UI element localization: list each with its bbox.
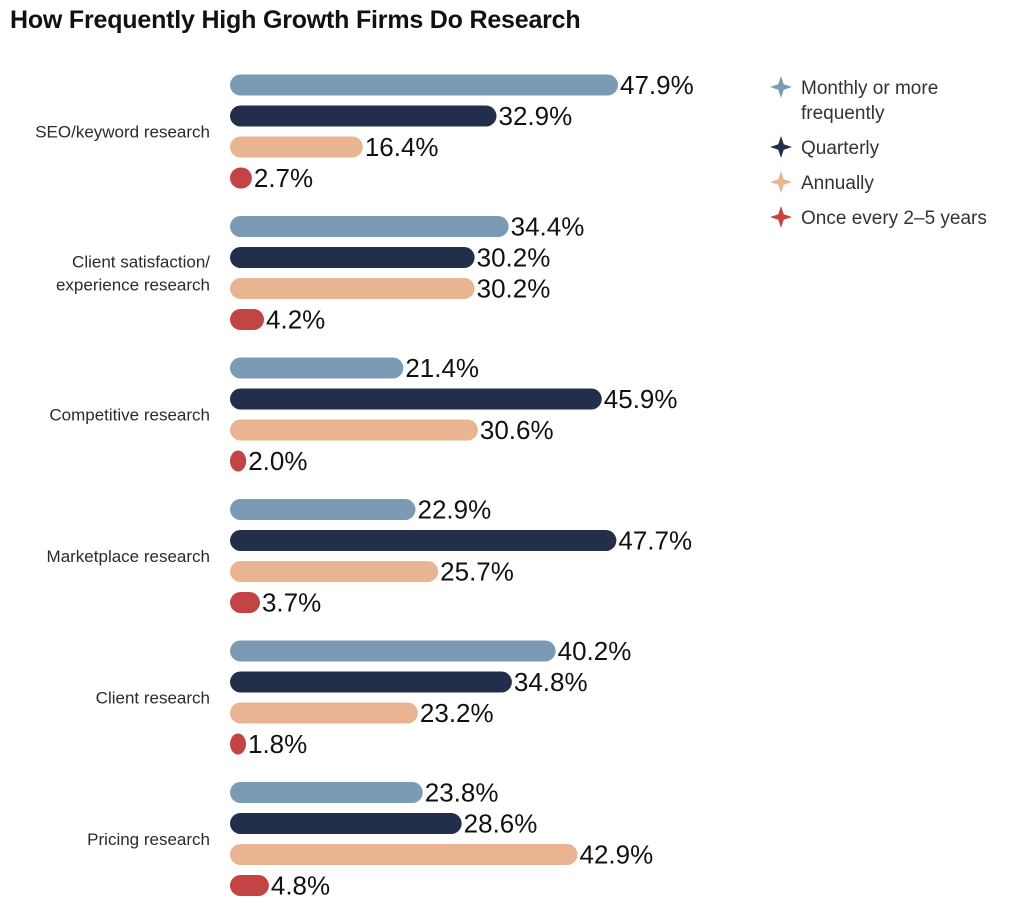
bar-quarterly [230, 388, 602, 410]
data-label: 21.4% [405, 353, 479, 383]
data-label: 40.2% [558, 636, 632, 666]
data-label: 2.7% [254, 163, 313, 193]
category-group-marketplace-research: Marketplace research 22.9% 47.7% 25.7% 3.7% [47, 495, 693, 618]
category-group-client-research: Client research 40.2%34.8% 23.2% 1.8% [96, 636, 632, 759]
bar-once-every-2-5-years [230, 309, 265, 330]
category-label: Client satisfaction/experience research [56, 253, 210, 295]
data-label: 28.6% [464, 809, 538, 839]
data-label: 30.6% [480, 415, 554, 445]
bar-once-every-2-5-years [230, 592, 260, 613]
bar-once-every-2-5-years [230, 875, 269, 896]
bar-once-every-2-5-years [230, 733, 246, 755]
data-label: 32.9% [498, 101, 572, 131]
data-label: 4.8% [271, 871, 330, 901]
data-label: 34.4% [511, 212, 585, 242]
diamond-star-icon [770, 76, 792, 98]
data-label: 16.4% [365, 132, 439, 162]
data-label: 45.9% [604, 384, 678, 414]
legend-item-annually: Annually [770, 171, 1020, 196]
category-group-client-satisfaction-experience-research: Client satisfaction/experience research 3… [56, 212, 584, 335]
legend-label: Annually [801, 173, 874, 194]
data-label: 47.9% [620, 70, 694, 100]
category-label: Competitive research [49, 406, 210, 425]
data-label: 2.0% [248, 446, 307, 476]
bar-monthly-or-more-frequently [230, 216, 509, 237]
diamond-star-icon [770, 171, 792, 193]
data-label: 34.8% [514, 667, 588, 697]
bar-once-every-2-5-years [230, 450, 247, 472]
category-label: SEO/keyword research [35, 123, 210, 142]
legend-item-monthly-or-more-frequently: Monthly or more frequently [770, 76, 1020, 126]
category-group-seo-keyword-research: SEO/keyword research 47.9% 32.9% 16.4% 2.7% [35, 70, 694, 193]
legend: Monthly or more frequently Quarterly Annua… [770, 76, 1020, 241]
bar-monthly-or-more-frequently [230, 74, 618, 96]
diamond-star-icon [770, 136, 792, 158]
category-label: Pricing research [87, 830, 210, 849]
data-label: 23.8% [425, 778, 499, 808]
legend-label: Quarterly [801, 138, 880, 159]
bar-monthly-or-more-frequently [230, 782, 423, 803]
legend-item-quarterly: Quarterly [770, 136, 1020, 161]
bar-annually [230, 419, 478, 441]
bar-annually [230, 702, 418, 724]
bar-monthly-or-more-frequently [230, 640, 556, 662]
bar-annually [230, 561, 439, 582]
bar-quarterly [230, 247, 475, 268]
bar-annually [230, 278, 475, 299]
data-label: 3.7% [262, 588, 321, 618]
data-label: 42.9% [579, 840, 653, 870]
bar-once-every-2-5-years [230, 167, 252, 189]
bar-annually [230, 136, 363, 158]
legend-item-once-every-2-5-years: Once every 2–5 years [770, 206, 1020, 231]
category-group-competitive-research: Competitive research 21.4% 45.9% 30.6% 2.0% [49, 353, 677, 476]
legend-label: Monthly or more frequently [801, 78, 939, 124]
bar-quarterly [230, 105, 497, 127]
data-label: 1.8% [248, 729, 307, 759]
data-label: 22.9% [417, 495, 491, 525]
chart-title: How Frequently High Growth Firms Do Rese… [10, 6, 581, 34]
data-label: 30.2% [477, 274, 551, 304]
data-label: 23.2% [420, 698, 494, 728]
data-label: 47.7% [618, 526, 692, 556]
data-label: 4.2% [266, 305, 325, 335]
bar-quarterly [230, 530, 617, 551]
diamond-star-icon [770, 206, 792, 228]
bar-quarterly [230, 813, 462, 834]
data-label: 25.7% [440, 557, 514, 587]
category-label: Marketplace research [47, 547, 210, 566]
bar-quarterly [230, 671, 512, 693]
bar-annually [230, 844, 578, 865]
legend-label: Once every 2–5 years [801, 208, 987, 229]
category-label: Client research [96, 689, 210, 708]
category-group-pricing-research: Pricing research 23.8%28.6% 42.9% 4.8% [87, 778, 653, 901]
bar-monthly-or-more-frequently [230, 357, 404, 379]
data-label: 30.2% [477, 243, 551, 273]
bar-monthly-or-more-frequently [230, 499, 416, 520]
